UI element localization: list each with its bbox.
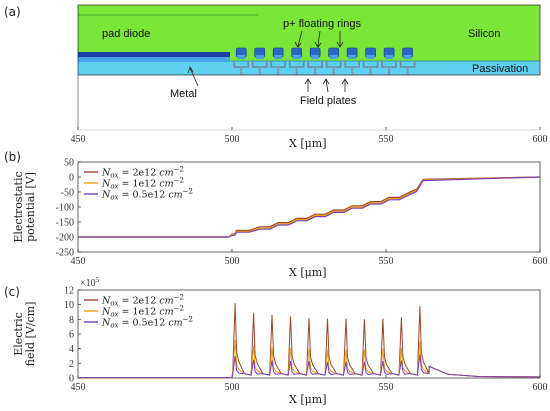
potential-series: [78, 176, 541, 238]
passivation-label: Passivation: [472, 63, 528, 75]
x-tick-label: 450: [71, 382, 86, 393]
field-line: [78, 339, 541, 379]
x-tick-label: 500: [225, 382, 240, 393]
panel-a-label: (a): [4, 5, 21, 19]
legend-entry: Nox = 2e12 cm−2: [101, 166, 184, 180]
field-plates: [233, 61, 416, 75]
annotation-arrows: [187, 30, 349, 93]
field-plate-stem: [295, 67, 298, 75]
field-plate-stem: [258, 67, 261, 75]
y-tick-label: 0: [69, 374, 74, 385]
field-series: [78, 303, 541, 379]
device-x-axis: 450 500 550 600: [71, 127, 548, 145]
ring-contact: [274, 55, 283, 59]
pad-diode-implant: [78, 52, 230, 58]
ring-contact: [329, 55, 338, 59]
y-tick-label: 2: [69, 359, 74, 370]
field-plates-label: Field plates: [300, 95, 357, 107]
ring-contact: [255, 55, 264, 59]
field-line: [78, 354, 541, 379]
ring-contact: [403, 55, 412, 59]
potential-line: [78, 176, 541, 238]
ring-contact: [292, 55, 301, 59]
field-plate-stem: [369, 67, 372, 75]
ring-contact: [366, 55, 375, 59]
y-tick-label: 10: [64, 300, 74, 311]
x-tick-label: 600: [533, 256, 548, 267]
y-tick-label: -50: [61, 188, 74, 199]
panel-b-label: (b): [4, 150, 21, 164]
field-axes: 450 500 550 600 12 10 8 6 4 2 0: [64, 286, 548, 394]
device-frame: [77, 4, 541, 76]
field-plate-stem: [406, 67, 409, 75]
y-tick-label: 6: [69, 330, 74, 341]
x-tick-label: 500: [225, 256, 240, 267]
y-tick-label: 4: [69, 344, 74, 355]
panel-c-label: (c): [4, 285, 20, 299]
panel-c: (c) 450 500 550 600 12 10 8 6 4 2 0 Nox = 2e12 cm−…: [4, 276, 548, 406]
ring-contact: [385, 55, 394, 59]
y-tick-label: 8: [69, 315, 74, 326]
field-y-axis-label: Electric field [V/cm]: [12, 302, 37, 367]
potential-y-axis-label: Electrostatic potential [V]: [12, 171, 37, 242]
x-tick-label: 550: [379, 256, 394, 267]
field-plate-stem: [351, 67, 354, 75]
pad-diode-metal: [78, 57, 230, 62]
device-x-axis-label: X [μm]: [289, 137, 327, 150]
legend-entry: Nox = 0.5e12 cm−2: [101, 316, 193, 330]
svg-text:field [V/cm]: field [V/cm]: [24, 302, 37, 367]
field-plate-stem: [388, 67, 391, 75]
legend-entry: Nox = 0.5e12 cm−2: [101, 188, 193, 202]
y-tick-label: 0: [69, 173, 74, 184]
field-x-axis-label: X [μm]: [289, 393, 327, 406]
x-tick-label: 550: [379, 134, 394, 145]
pad-diode-label: pad diode: [102, 28, 150, 40]
legend-entry: Nox = 1e12 cm−2: [101, 305, 184, 319]
y-tick-label: -200: [56, 233, 74, 244]
svg-text:Electric: Electric: [12, 312, 25, 356]
x-tick-label: 450: [71, 134, 86, 145]
svg-text:Electrostatic: Electrostatic: [12, 171, 25, 242]
passivation-layer: [78, 61, 540, 75]
svg-text:potential [V]: potential [V]: [24, 172, 37, 242]
x-tick-label: 600: [533, 134, 548, 145]
panel-a: (a) pad diode p+ floating rings Silicon …: [4, 4, 548, 150]
field-plate-stem: [314, 67, 317, 75]
x-tick-label: 550: [379, 382, 394, 393]
potential-line: [78, 176, 541, 238]
rings-label: p+ floating rings: [283, 18, 361, 30]
floating-rings: [235, 47, 413, 59]
y-tick-label: -250: [56, 248, 74, 259]
ring-contact: [237, 55, 246, 59]
y-tick-label: 12: [64, 286, 74, 297]
ring-contact: [311, 55, 320, 59]
legend-entry: Nox = 2e12 cm−2: [101, 294, 184, 308]
x-tick-label: 600: [533, 382, 548, 393]
legend-entry: Nox = 1e12 cm−2: [101, 177, 184, 191]
silicon-label: Silicon: [468, 28, 500, 40]
field-y-multiplier: ×105: [80, 276, 100, 289]
field-plate-stem: [240, 67, 243, 75]
field-plate-stem: [332, 67, 335, 75]
x-tick-label: 450: [71, 256, 86, 267]
field-line: [78, 303, 541, 379]
y-tick-label: -150: [56, 218, 74, 229]
potential-x-axis-label: X [μm]: [289, 266, 327, 279]
field-plate-stem: [277, 67, 280, 75]
y-tick-label: 50: [64, 158, 74, 169]
ring-contact: [348, 55, 357, 59]
metal-label: Metal: [170, 88, 197, 100]
potential-line: [78, 176, 541, 238]
y-tick-label: -100: [56, 203, 74, 214]
x-tick-label: 500: [225, 134, 240, 145]
